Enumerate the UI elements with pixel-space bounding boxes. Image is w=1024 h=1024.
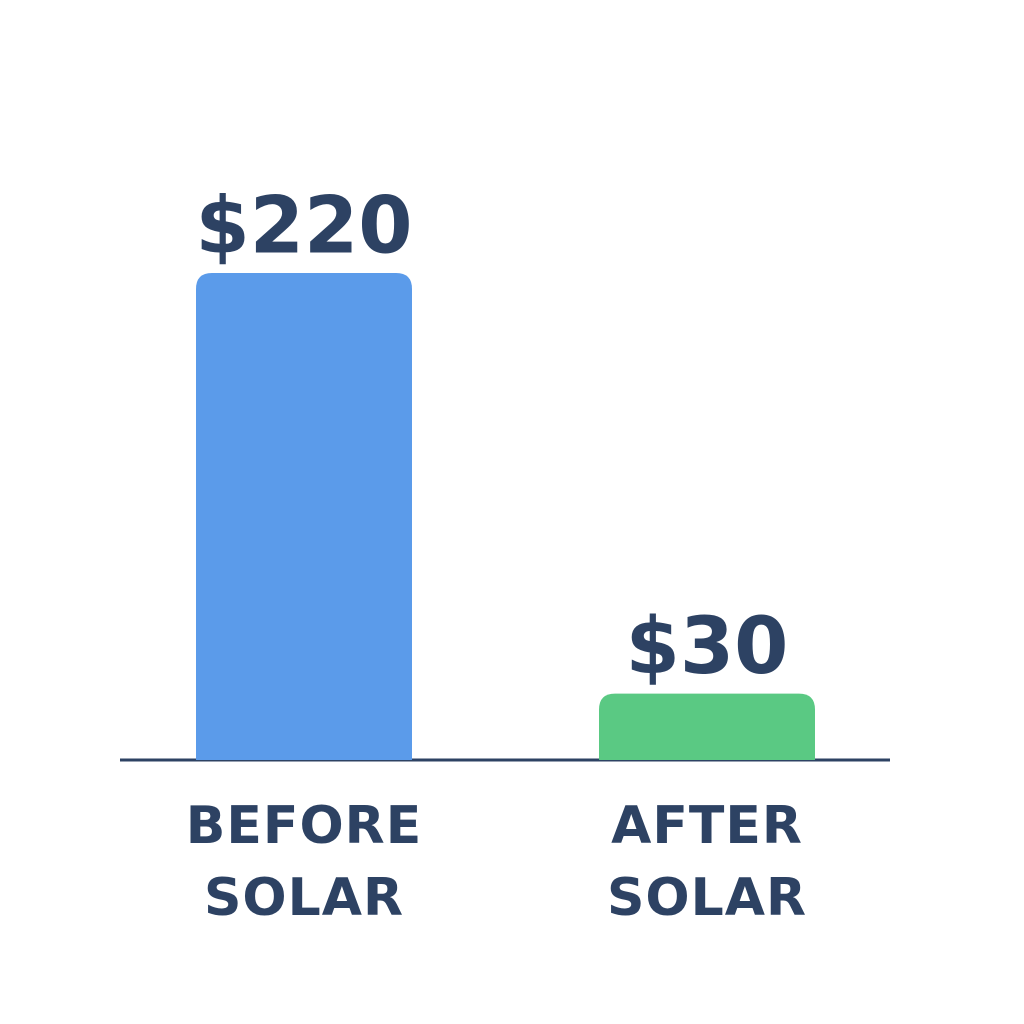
category-label: AFTER SOLAR [606,796,808,928]
value-label: $30 [626,602,789,692]
bar [599,693,815,760]
bar [196,273,412,760]
category-label: BEFORE SOLAR [185,796,423,928]
value-label: $220 [195,181,412,271]
